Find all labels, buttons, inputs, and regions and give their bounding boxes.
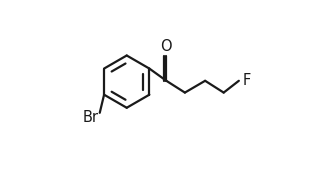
Text: O: O [161, 39, 172, 54]
Text: F: F [243, 73, 251, 88]
Text: Br: Br [82, 109, 98, 125]
